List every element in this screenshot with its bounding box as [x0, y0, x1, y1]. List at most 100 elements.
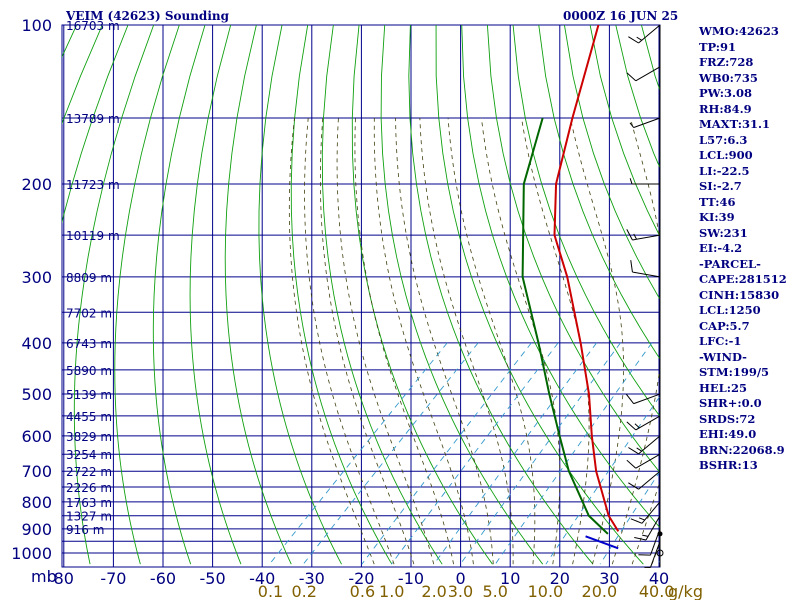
- index-item: LCL:900: [699, 148, 753, 162]
- wind-barb: [626, 453, 661, 469]
- mixing-ratio-line: [361, 342, 532, 565]
- wind-barb: [626, 415, 661, 431]
- dry-adiabat: [114, 25, 180, 565]
- moist-adiabat: [521, 117, 590, 565]
- pressure-tick-label: 600: [21, 427, 52, 446]
- mixing-ratio-line: [433, 342, 597, 565]
- temperature-tick-label: 40: [649, 569, 669, 588]
- valid-time: 0000Z 16 JUN 25: [563, 9, 679, 23]
- index-item: TT:46: [699, 194, 736, 209]
- mixing-ratio-label: 0.2: [291, 582, 316, 600]
- index-item: SHR+:0.0: [699, 396, 762, 410]
- index-item: LCL:1250: [699, 303, 761, 317]
- dry-adiabat: [408, 25, 594, 565]
- wind-barb: [628, 470, 661, 490]
- wind-barb: [626, 66, 661, 82]
- mixing-ratio-label: 40.0: [639, 582, 675, 600]
- wind-barb: [629, 178, 660, 185]
- moist-adiabat: [569, 117, 624, 565]
- temperature-tick-label: -30: [299, 569, 325, 588]
- moist-adiabat: [354, 117, 454, 565]
- dry-adiabat: [380, 25, 544, 565]
- dry-adiabat: [258, 25, 342, 565]
- height-label: 3254 m: [66, 448, 112, 462]
- dry-adiabat: [189, 25, 242, 565]
- moist-adiabat: [447, 117, 536, 565]
- temperature-tick-label: -70: [100, 569, 126, 588]
- wind-barbs: [625, 24, 664, 569]
- mixing-ratio-label: 3.0: [448, 582, 473, 600]
- surface-marker: [657, 531, 663, 537]
- index-item: EHI:49.0: [699, 427, 757, 441]
- index-item: SRDS:72: [699, 411, 756, 426]
- dry-adiabat: [290, 25, 393, 565]
- mixing-ratio-label: 20.0: [582, 582, 618, 600]
- pressure-unit-label: mb: [31, 567, 57, 586]
- sounding-indices: WMO:42623 TP:91 FRZ:728 WB0:735 PW:3.08 RH:84…: [699, 24, 787, 474]
- dry-adiabat: [152, 25, 206, 565]
- pressure-tick-label: 800: [21, 493, 52, 512]
- wind-barb: [634, 515, 661, 541]
- mixing-ratio-label: 0.6: [350, 582, 375, 600]
- height-label: 4455 m: [66, 410, 112, 424]
- index-item: BRN:22068.9: [699, 442, 785, 457]
- temperature-line: [553, 25, 620, 532]
- mixing-ratio-label: 5.0: [482, 582, 507, 600]
- moist-adiabat: [373, 117, 474, 565]
- index-item: LFC:-1: [699, 334, 742, 348]
- moist-adiabat: [304, 117, 395, 565]
- index-item: L57:6.3: [699, 132, 748, 147]
- dry-adiabat: [461, 25, 660, 529]
- dry-adiabat: [435, 25, 644, 565]
- mixing-ratio-label: 1.0: [379, 582, 404, 600]
- mixing-ratio-label: 2.0: [421, 582, 446, 600]
- wind-barb: [625, 393, 661, 405]
- index-item: CAP:5.7: [699, 318, 750, 333]
- index-item: STM:199/5: [699, 365, 770, 379]
- index-item: SW:231: [699, 225, 748, 240]
- mixing-ratio-line: [460, 342, 621, 565]
- temperature-tick-label: 10: [500, 569, 520, 588]
- index-item: KI:39: [699, 210, 735, 224]
- index-item: WB0:735: [699, 70, 758, 85]
- mixing-ratio-line: [390, 342, 559, 565]
- height-label: 10119 m: [66, 229, 120, 243]
- wind-barb: [629, 117, 661, 129]
- height-label: 6743 m: [66, 337, 112, 351]
- index-item: TP:91: [699, 39, 737, 54]
- mixing-ratio-lines: [269, 342, 660, 565]
- height-label: 8809 m: [66, 271, 112, 285]
- index-item: CAPE:281512: [699, 272, 787, 286]
- mixing-ratio-line: [302, 342, 479, 565]
- moist-adiabat: [611, 117, 660, 565]
- temperature-tick-label: -20: [348, 569, 374, 588]
- index-item: WMO:42623: [699, 24, 779, 38]
- dry-adiabat: [0, 25, 51, 564]
- index-item: LI:-22.5: [699, 163, 750, 178]
- pressure-tick-label: 1000: [11, 544, 52, 563]
- wind-barb: [644, 541, 661, 569]
- index-item: PW:3.08: [699, 86, 753, 100]
- height-label: 1327 m: [66, 510, 112, 524]
- pressure-tick-label: 500: [21, 385, 52, 404]
- height-label: 11723 m: [66, 178, 120, 192]
- index-item: BSHR:13: [699, 458, 758, 472]
- wind-barb: [630, 260, 661, 278]
- temperature-tick-label: 30: [599, 569, 619, 588]
- pressure-tick-label: 100: [21, 16, 52, 35]
- mixing-ratio-label: 10.0: [528, 582, 564, 600]
- moist-adiabat: [419, 117, 514, 565]
- height-label: 13789 m: [66, 112, 120, 126]
- dry-adiabat: [224, 25, 292, 565]
- temperature-tick-label: -60: [150, 569, 176, 588]
- moist-adiabat: [319, 117, 415, 565]
- dry-adiabat: [538, 25, 660, 360]
- moist-adiabat: [395, 117, 494, 565]
- profiles: [521, 25, 620, 550]
- temperature-tick-label: 80: [54, 569, 74, 588]
- mixing-ratio-line: [599, 470, 660, 565]
- temperature-tick-label: 0: [456, 569, 466, 588]
- mixing-ratio-line: [545, 395, 660, 565]
- mixing-ratio-label: 0.1: [258, 582, 283, 600]
